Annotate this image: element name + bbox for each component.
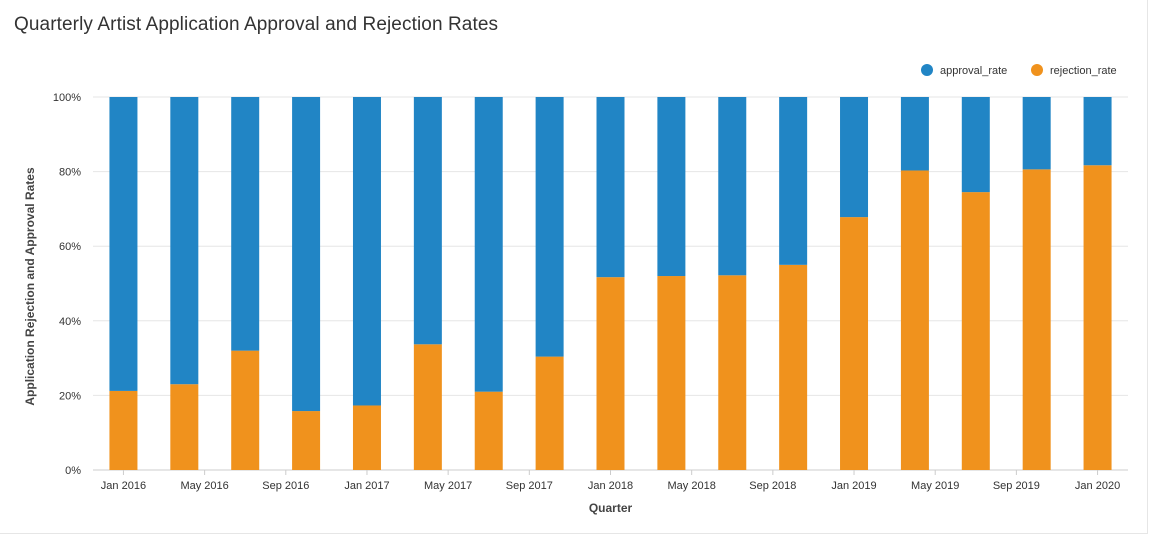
bar-approval-rate — [231, 97, 260, 351]
legend-label-rejection-rate: rejection_rate — [1050, 65, 1117, 77]
bar-rejection-rate — [170, 384, 199, 470]
x-axis-title: Quarter — [589, 501, 633, 515]
x-tick-label: May 2017 — [424, 480, 472, 492]
bar-rejection-rate — [292, 411, 321, 470]
bar-rejection-rate — [1083, 165, 1112, 470]
bar-approval-rate — [1083, 97, 1112, 166]
bar-approval-rate — [718, 97, 747, 276]
x-tick-label: Jan 2018 — [588, 480, 633, 492]
bar-approval-rate — [961, 97, 990, 193]
bar-approval-rate — [413, 97, 442, 345]
legend-label-approval-rate: approval_rate — [940, 65, 1007, 77]
bar-approval-rate — [292, 97, 321, 412]
y-tick-label: 0% — [65, 465, 81, 477]
bar-approval-rate — [1022, 97, 1051, 170]
bar-approval-rate — [779, 97, 808, 265]
x-tick-label: Jan 2016 — [101, 480, 146, 492]
x-tick-label: Jan 2019 — [831, 480, 876, 492]
chart-title: Quarterly Artist Application Approval an… — [14, 14, 499, 35]
y-axis-title: Application Rejection and Approval Rates — [23, 167, 37, 406]
legend-marker-approval-rate — [921, 64, 933, 76]
bar-approval-rate — [474, 97, 503, 392]
bar-approval-rate — [535, 97, 564, 357]
bar-rejection-rate — [231, 350, 260, 470]
bar-rejection-rate — [413, 344, 442, 470]
bar-approval-rate — [840, 97, 869, 218]
x-tick-label: May 2018 — [668, 480, 716, 492]
bar-rejection-rate — [900, 170, 929, 470]
bar-approval-rate — [657, 97, 686, 277]
x-tick-label: Sep 2016 — [262, 480, 309, 492]
bar-approval-rate — [109, 97, 138, 391]
y-tick-label: 80% — [59, 167, 81, 179]
bar-rejection-rate — [535, 356, 564, 470]
bar-rejection-rate — [109, 390, 138, 470]
bar-rejection-rate — [596, 277, 625, 470]
bar-rejection-rate — [474, 391, 503, 470]
y-tick-label: 40% — [59, 316, 81, 328]
x-tick-label: Jan 2017 — [344, 480, 389, 492]
y-tick-label: 60% — [59, 241, 81, 253]
x-tick-label: May 2016 — [180, 480, 228, 492]
bar-rejection-rate — [718, 275, 747, 470]
bar-rejection-rate — [657, 276, 686, 470]
bar-approval-rate — [352, 97, 381, 406]
bar-rejection-rate — [961, 192, 990, 471]
x-tick-label: May 2019 — [911, 480, 959, 492]
bar-rejection-rate — [352, 405, 381, 470]
legend-marker-rejection-rate — [1031, 64, 1043, 76]
bar-approval-rate — [170, 97, 199, 385]
bar-rejection-rate — [1022, 169, 1051, 470]
bar-rejection-rate — [840, 217, 869, 470]
x-tick-label: Sep 2019 — [993, 480, 1040, 492]
x-tick-label: Jan 2020 — [1075, 480, 1120, 492]
bar-rejection-rate — [779, 264, 808, 470]
x-tick-label: Sep 2017 — [506, 480, 553, 492]
y-tick-label: 100% — [53, 92, 81, 104]
y-tick-label: 20% — [59, 390, 81, 402]
x-tick-label: Sep 2018 — [749, 480, 796, 492]
bar-approval-rate — [900, 97, 929, 171]
bar-approval-rate — [596, 97, 625, 278]
